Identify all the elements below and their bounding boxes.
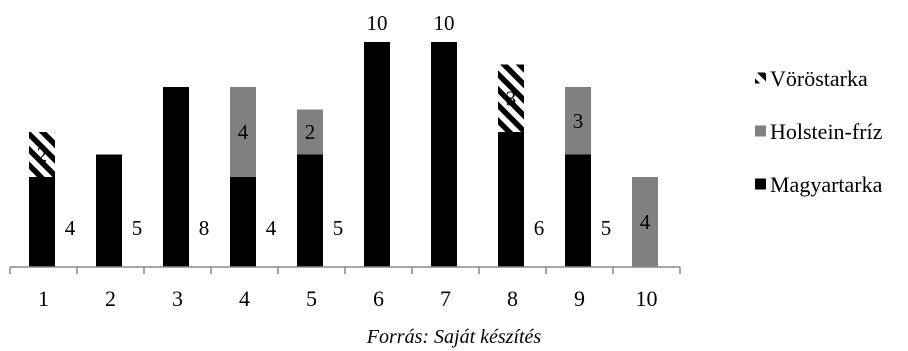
data-label: 2 — [37, 143, 48, 167]
x-tick-label: 6 — [373, 286, 384, 311]
data-label: 4 — [238, 120, 249, 144]
x-tick-label: 4 — [239, 286, 250, 311]
data-label: 10 — [367, 11, 388, 35]
data-label: 6 — [534, 216, 545, 240]
bar-magyartarka-7 — [431, 42, 457, 267]
legend-swatch-v-r-starka — [755, 72, 766, 84]
bar-holstein-fr-z-4 — [230, 87, 256, 177]
x-tick-label: 8 — [507, 286, 518, 311]
legend-label: Vöröstarka — [770, 66, 868, 91]
bar-v-r-starka-8 — [498, 64, 524, 132]
data-label: 5 — [333, 216, 344, 240]
x-tick-label: 1 — [38, 286, 49, 311]
data-label: 2 — [305, 120, 316, 144]
data-label: 5 — [132, 216, 143, 240]
bar-holstein-fr-z-10 — [632, 177, 658, 267]
x-tick-label: 10 — [636, 286, 658, 311]
bars-group — [29, 42, 658, 267]
bar-magyartarka-9 — [565, 154, 591, 267]
x-tick-label: 5 — [306, 286, 317, 311]
data-label: 10 — [434, 11, 455, 35]
data-label: 4 — [266, 216, 277, 240]
x-tick-label: 2 — [105, 286, 116, 311]
bar-magyartarka-6 — [364, 42, 390, 267]
bar-holstein-fr-z-9 — [565, 87, 591, 155]
bar-magyartarka-4 — [230, 177, 256, 267]
legend-label: Holstein-fríz — [770, 119, 883, 144]
bar-holstein-fr-z-5 — [297, 109, 323, 155]
data-label: 4 — [65, 216, 76, 240]
source-note: Forrás: Saját készítés — [366, 326, 542, 348]
legend: Vöröstarka Holstein-fríz Magyartarka — [755, 66, 883, 197]
data-label: 8 — [199, 216, 210, 240]
bar-v-r-starka-1 — [29, 132, 55, 177]
bar-magyartarka-1 — [29, 177, 55, 267]
x-axis: 1 2 3 4 5 6 7 8 9 10 — [9, 266, 681, 311]
bar-magyartarka-3 — [163, 87, 189, 267]
data-labels-group: 4 2 5 8 4 4 5 2 10 10 6 3 5 3 4 — [37, 11, 651, 240]
legend-swatch-magyartarka — [755, 178, 766, 190]
data-label: 3 — [506, 86, 517, 110]
data-label: 5 — [601, 216, 612, 240]
x-tick-label: 3 — [172, 286, 183, 311]
x-tick-label: 7 — [440, 286, 451, 311]
bar-magyartarka-2 — [96, 154, 122, 267]
data-label: 3 — [573, 109, 584, 133]
data-label: 4 — [640, 210, 651, 234]
legend-label: Magyartarka — [770, 172, 883, 197]
bar-magyartarka-5 — [297, 154, 323, 267]
x-tick-label: 9 — [574, 286, 585, 311]
legend-swatch-holstein-fr-z — [755, 125, 766, 137]
bar-magyartarka-8 — [498, 132, 524, 267]
